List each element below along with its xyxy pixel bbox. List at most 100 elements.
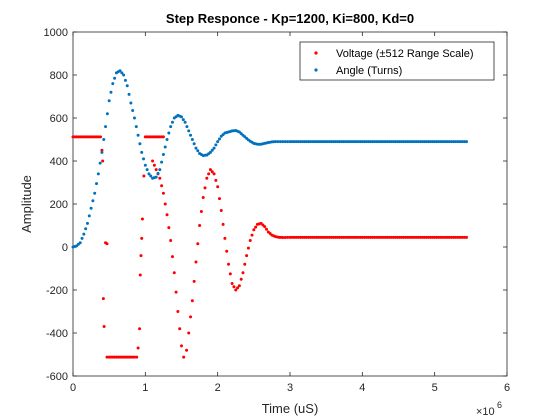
data-point — [364, 235, 368, 239]
data-point — [340, 235, 344, 239]
data-point — [122, 73, 126, 77]
data-point — [311, 235, 315, 239]
data-point — [333, 140, 337, 144]
data-point — [336, 140, 340, 144]
data-point — [294, 140, 298, 144]
y-axis-label: Amplitude — [19, 175, 34, 233]
data-point — [325, 140, 329, 144]
data-point — [454, 140, 458, 144]
data-point — [78, 241, 82, 245]
data-point — [356, 235, 360, 239]
data-point — [100, 148, 104, 152]
data-point — [362, 235, 366, 239]
data-point — [214, 178, 218, 182]
data-point — [91, 199, 95, 203]
data-point — [342, 140, 346, 144]
data-point — [406, 235, 410, 239]
data-point — [274, 140, 278, 144]
data-point — [84, 227, 88, 231]
data-point — [309, 140, 313, 144]
data-point — [138, 273, 142, 277]
data-point — [362, 140, 366, 144]
data-point — [96, 172, 100, 176]
data-point — [134, 125, 138, 129]
data-point — [393, 140, 397, 144]
data-point — [414, 235, 418, 239]
data-point — [109, 90, 113, 94]
data-point — [433, 235, 437, 239]
data-point — [151, 159, 155, 163]
data-point — [163, 145, 167, 149]
data-point — [160, 184, 164, 188]
data-point — [389, 235, 393, 239]
data-point — [113, 76, 117, 80]
data-point — [420, 235, 424, 239]
x-tick-label: 2 — [215, 382, 221, 394]
data-point — [101, 297, 105, 301]
data-point — [167, 131, 171, 135]
data-point — [420, 140, 424, 144]
data-point — [169, 125, 173, 129]
series-layer — [71, 69, 468, 359]
data-point — [203, 186, 207, 190]
data-point — [298, 140, 302, 144]
data-point — [93, 191, 97, 195]
data-point — [210, 148, 214, 152]
data-point — [373, 140, 377, 144]
data-point — [460, 140, 464, 144]
data-point — [105, 112, 109, 116]
data-point — [371, 140, 375, 144]
data-point — [165, 138, 169, 141]
data-point — [196, 242, 200, 246]
data-point — [98, 161, 102, 165]
data-point — [156, 171, 160, 175]
data-point — [194, 260, 198, 264]
data-point — [107, 99, 111, 103]
data-point — [264, 227, 268, 231]
data-point — [375, 140, 379, 144]
data-point — [120, 71, 124, 75]
data-point — [187, 331, 191, 335]
x-axis-ticks: 0 1 2 3 4 5 6 — [70, 32, 510, 394]
data-point — [163, 202, 167, 206]
data-point — [429, 235, 433, 239]
data-point — [230, 282, 234, 286]
data-point — [281, 140, 285, 144]
data-point — [325, 235, 329, 239]
data-point — [223, 236, 227, 240]
y-tick-label: 1000 — [44, 27, 68, 39]
data-point — [354, 235, 358, 239]
data-point — [313, 235, 317, 239]
y-tick-label: 200 — [50, 199, 68, 211]
data-point — [393, 235, 397, 239]
data-point — [443, 235, 447, 239]
data-point — [451, 140, 455, 144]
data-point — [127, 92, 131, 96]
legend-label-angle: Angle (Turns) — [336, 65, 402, 77]
x-tick-label: 4 — [359, 382, 365, 394]
data-point — [288, 140, 292, 144]
data-point — [381, 235, 385, 239]
data-point — [149, 174, 153, 178]
x-tick-label: 1 — [142, 382, 148, 394]
data-point — [129, 101, 133, 105]
data-point — [140, 236, 144, 240]
data-point — [217, 137, 221, 141]
data-point — [221, 222, 225, 226]
data-point — [329, 235, 333, 239]
data-point — [169, 239, 173, 243]
data-point — [158, 176, 162, 180]
data-point — [412, 235, 416, 239]
data-point — [369, 140, 373, 144]
data-point — [358, 140, 362, 144]
data-point — [138, 327, 142, 331]
data-point — [418, 140, 422, 144]
data-point — [422, 140, 426, 144]
data-point — [367, 140, 371, 144]
data-point — [123, 78, 127, 82]
data-point — [323, 235, 327, 239]
data-point — [429, 140, 433, 144]
data-point — [189, 133, 193, 137]
data-point — [286, 140, 290, 144]
